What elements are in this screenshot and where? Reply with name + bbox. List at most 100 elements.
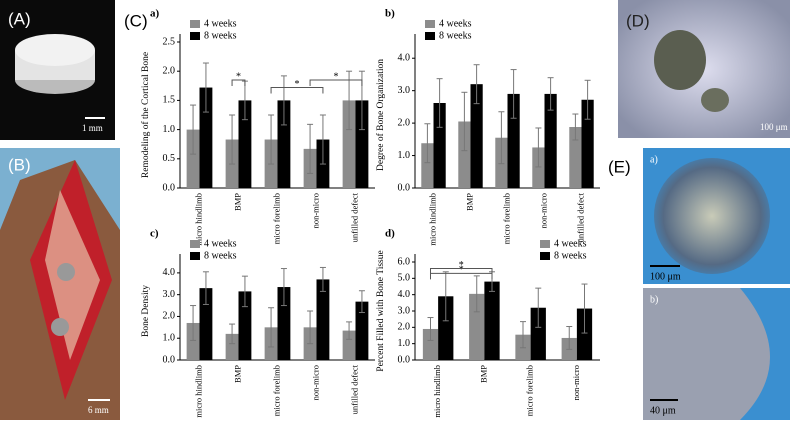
- x-tick-label: unfilled defect: [575, 192, 585, 242]
- significance-bracket: [270, 87, 324, 94]
- legend-swatch: [190, 20, 200, 28]
- implant-section: [654, 158, 770, 274]
- y-axis-label: Remodeling of the Cortical Bone: [140, 52, 151, 178]
- x-tick-label: micro forelimb: [271, 193, 281, 244]
- y-tick-label: 6.0: [398, 256, 411, 267]
- x-tick-label: non-micro: [538, 193, 548, 228]
- panel-label: (D): [626, 11, 650, 30]
- x-tick-label: BMP: [478, 365, 488, 383]
- chart-title: d): [385, 228, 395, 240]
- significance-bracket: [429, 268, 493, 275]
- y-tick-label: 0.0: [398, 182, 411, 193]
- legend-label: 8 weeks: [204, 250, 237, 261]
- sub-label: b): [650, 294, 658, 305]
- x-tick-label: micro hindlimb: [193, 193, 203, 246]
- y-tick-label: 3.0: [163, 289, 176, 300]
- legend-label: 4 weeks: [439, 18, 472, 29]
- bar: [238, 100, 252, 188]
- x-tick-label: BMP: [232, 193, 242, 211]
- bar: [544, 93, 557, 188]
- tissue: [740, 288, 790, 420]
- legend-label: 8 weeks: [204, 30, 237, 41]
- y-tick-label: 4.0: [163, 267, 176, 278]
- x-tick-label: micro hindlimb: [193, 365, 203, 418]
- y-tick-label: 0.5: [163, 153, 176, 164]
- bar: [238, 291, 252, 360]
- bar: [530, 307, 546, 360]
- legend-label: 4 weeks: [204, 238, 237, 249]
- bar: [569, 127, 582, 188]
- y-tick-label: 1.0: [398, 338, 411, 349]
- bar: [186, 129, 200, 188]
- drape: [0, 148, 120, 230]
- legend-swatch: [190, 240, 200, 248]
- y-tick-label: 0.0: [163, 354, 176, 365]
- panel-label: (A): [8, 9, 31, 28]
- y-tick-label: 1.5: [163, 95, 176, 106]
- y-tick-label: 1.0: [163, 124, 176, 135]
- bar: [532, 147, 545, 188]
- chart-title: c): [150, 228, 159, 240]
- significance-mark: *: [295, 79, 300, 90]
- scaffold: [15, 34, 95, 66]
- bar: [438, 296, 454, 360]
- x-tick-label: unfilled defect: [349, 192, 359, 242]
- x-tick-label: micro hindlimb: [432, 365, 442, 418]
- chart-title: a): [150, 8, 160, 20]
- x-tick-label: unfilled defect: [349, 364, 359, 414]
- bar: [225, 333, 239, 360]
- y-tick-label: 1.0: [163, 333, 176, 344]
- scale-label: 100 μm: [760, 122, 788, 132]
- x-tick-label: non-micro: [571, 365, 581, 400]
- significance-bracket: [231, 79, 246, 86]
- y-tick-label: 0.0: [163, 182, 176, 193]
- y-axis-label: Percent Filled with Bone Tissue: [376, 250, 386, 371]
- y-axis-label: Bone Density: [141, 285, 151, 337]
- bar: [422, 328, 439, 360]
- bar: [277, 100, 291, 188]
- x-tick-label: micro hindlimb: [427, 193, 437, 246]
- y-tick-label: 4.0: [398, 289, 411, 300]
- legend-label: 4 weeks: [204, 18, 237, 29]
- legend-swatch: [540, 240, 550, 248]
- panel-label: (C): [124, 11, 148, 30]
- implant: [51, 318, 69, 336]
- y-tick-label: 2.0: [163, 65, 176, 76]
- bar: [186, 322, 200, 360]
- significance-mark: *: [334, 71, 339, 82]
- y-tick-label: 4.0: [398, 53, 411, 64]
- significance-bracket: [429, 272, 493, 280]
- scaffold-strut: [701, 88, 729, 112]
- y-tick-label: 2.0: [398, 322, 411, 333]
- bar: [458, 121, 471, 188]
- bar: [316, 279, 330, 360]
- scaffold-strut: [654, 30, 706, 90]
- bar: [576, 308, 593, 360]
- bar: [199, 87, 213, 188]
- x-tick-label: BMP: [232, 365, 242, 383]
- bar: [469, 293, 485, 360]
- legend-swatch: [425, 20, 435, 28]
- bar: [355, 100, 369, 188]
- x-tick-label: non-micro: [310, 365, 320, 400]
- chart-title: b): [385, 8, 395, 20]
- x-tick-label: micro forelimb: [271, 365, 281, 416]
- y-tick-label: 0.0: [398, 354, 411, 365]
- bar: [484, 281, 500, 360]
- bar: [199, 288, 213, 360]
- legend-swatch: [540, 252, 550, 260]
- sub-label: a): [650, 154, 658, 165]
- y-axis-label: Degree of Bone Organization: [375, 59, 386, 171]
- legend-swatch: [425, 32, 435, 40]
- y-tick-label: 2.0: [398, 117, 411, 128]
- significance-mark: *: [459, 260, 464, 271]
- legend-label: 4 weeks: [554, 238, 587, 249]
- significance-bracket: [309, 79, 363, 86]
- bar: [421, 143, 434, 188]
- scale-label: 6 mm: [88, 405, 109, 415]
- bar: [342, 330, 356, 360]
- legend-swatch: [190, 252, 200, 260]
- y-tick-label: 3.0: [398, 305, 411, 316]
- significance-mark: *: [459, 265, 464, 276]
